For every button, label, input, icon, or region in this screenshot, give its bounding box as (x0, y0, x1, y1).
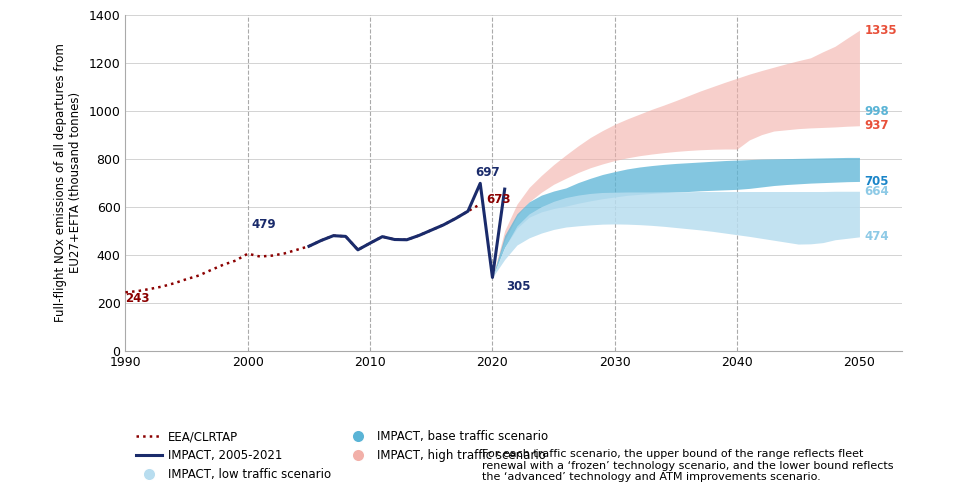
IMPACT, 2005-2021 (328, 233, 340, 239)
EEA/CLRTAP (266, 253, 278, 259)
IMPACT, 2005-2021 (462, 208, 474, 214)
EEA/CLRTAP (475, 201, 486, 207)
IMPACT, 2005-2021 (486, 275, 498, 281)
EEA/CLRTAP (426, 227, 437, 233)
Text: 998: 998 (865, 105, 889, 117)
EEA/CLRTAP (290, 247, 302, 253)
Text: 937: 937 (865, 119, 889, 132)
IMPACT, 2005-2021 (401, 237, 413, 243)
Text: 305: 305 (506, 280, 531, 293)
Legend: EEA/CLRTAP, IMPACT, 2005-2021, IMPACT, low traffic scenario, IMPACT, base traffi: EEA/CLRTAP, IMPACT, 2005-2021, IMPACT, l… (131, 426, 553, 486)
IMPACT, 2005-2021 (352, 247, 364, 253)
EEA/CLRTAP (376, 234, 388, 240)
Text: 664: 664 (865, 185, 889, 198)
EEA/CLRTAP (254, 254, 265, 260)
IMPACT, 2005-2021 (438, 222, 450, 228)
EEA/CLRTAP (340, 233, 351, 239)
Text: 479: 479 (252, 218, 276, 231)
IMPACT, 2005-2021 (475, 180, 486, 186)
Text: 705: 705 (865, 175, 889, 188)
Line: EEA/CLRTAP: EEA/CLRTAP (125, 204, 481, 292)
Line: IMPACT, 2005-2021: IMPACT, 2005-2021 (309, 183, 505, 278)
EEA/CLRTAP (365, 240, 376, 246)
Text: 697: 697 (476, 166, 500, 179)
EEA/CLRTAP (206, 267, 217, 273)
Y-axis label: Full-flight NOx emissions of all departures from
EU27+EFTA (thousand tonnes): Full-flight NOx emissions of all departu… (54, 43, 82, 322)
IMPACT, 2005-2021 (376, 234, 388, 240)
IMPACT, 2005-2021 (316, 238, 327, 244)
EEA/CLRTAP (156, 283, 168, 289)
IMPACT, 2005-2021 (340, 233, 351, 239)
EEA/CLRTAP (180, 276, 192, 282)
IMPACT, 2005-2021 (450, 215, 461, 221)
EEA/CLRTAP (230, 258, 241, 263)
Text: 243: 243 (125, 292, 150, 305)
EEA/CLRTAP (401, 237, 413, 243)
EEA/CLRTAP (316, 238, 327, 244)
EEA/CLRTAP (132, 288, 144, 294)
EEA/CLRTAP (242, 251, 254, 257)
Text: For each traffic scenario, the upper bound of the range reflects fleet
renewal w: For each traffic scenario, the upper bou… (482, 449, 894, 482)
EEA/CLRTAP (352, 247, 364, 253)
Text: 474: 474 (865, 230, 889, 244)
EEA/CLRTAP (169, 281, 180, 286)
EEA/CLRTAP (303, 244, 315, 249)
IMPACT, 2005-2021 (303, 244, 315, 249)
EEA/CLRTAP (328, 233, 340, 239)
EEA/CLRTAP (279, 250, 290, 256)
EEA/CLRTAP (438, 222, 450, 228)
EEA/CLRTAP (462, 208, 474, 214)
EEA/CLRTAP (144, 286, 155, 292)
IMPACT, 2005-2021 (426, 227, 437, 233)
Text: 673: 673 (486, 193, 510, 206)
EEA/CLRTAP (193, 273, 205, 279)
IMPACT, 2005-2021 (365, 240, 376, 246)
EEA/CLRTAP (450, 215, 461, 221)
EEA/CLRTAP (120, 289, 131, 295)
IMPACT, 2005-2021 (413, 232, 425, 238)
EEA/CLRTAP (413, 232, 425, 238)
IMPACT, 2005-2021 (499, 186, 510, 192)
EEA/CLRTAP (217, 262, 229, 268)
EEA/CLRTAP (389, 237, 400, 243)
IMPACT, 2005-2021 (389, 237, 400, 243)
Text: 1335: 1335 (865, 24, 897, 37)
